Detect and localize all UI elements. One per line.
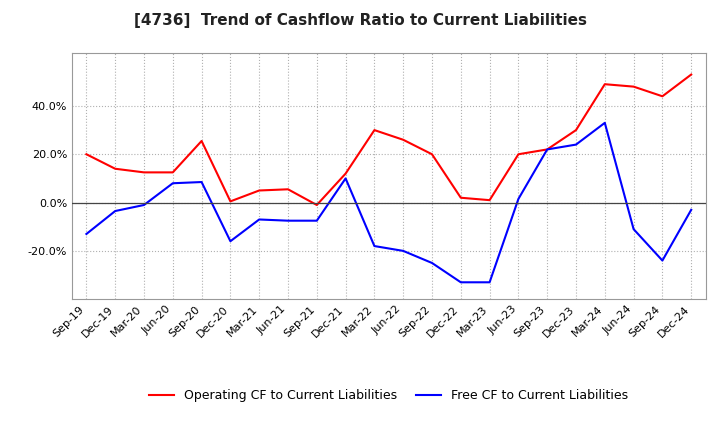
Operating CF to Current Liabilities [226, 199, 235, 204]
Operating CF to Current Liabilities [399, 137, 408, 143]
Operating CF to Current Liabilities [370, 128, 379, 133]
Operating CF to Current Liabilities [82, 152, 91, 157]
Free CF to Current Liabilities [140, 202, 148, 208]
Legend: Operating CF to Current Liabilities, Free CF to Current Liabilities: Operating CF to Current Liabilities, Fre… [144, 384, 634, 407]
Operating CF to Current Liabilities [514, 152, 523, 157]
Free CF to Current Liabilities [370, 243, 379, 249]
Free CF to Current Liabilities [600, 120, 609, 125]
Operating CF to Current Liabilities [629, 84, 638, 89]
Free CF to Current Liabilities [111, 209, 120, 214]
Free CF to Current Liabilities [82, 231, 91, 237]
Text: [4736]  Trend of Cashflow Ratio to Current Liabilities: [4736] Trend of Cashflow Ratio to Curren… [133, 13, 587, 28]
Operating CF to Current Liabilities [543, 147, 552, 152]
Operating CF to Current Liabilities [140, 170, 148, 175]
Operating CF to Current Liabilities [428, 152, 436, 157]
Free CF to Current Liabilities [514, 196, 523, 202]
Free CF to Current Liabilities [428, 260, 436, 266]
Operating CF to Current Liabilities [600, 81, 609, 87]
Free CF to Current Liabilities [168, 180, 177, 186]
Free CF to Current Liabilities [629, 227, 638, 232]
Operating CF to Current Liabilities [312, 202, 321, 208]
Operating CF to Current Liabilities [341, 171, 350, 176]
Operating CF to Current Liabilities [687, 72, 696, 77]
Free CF to Current Liabilities [197, 180, 206, 185]
Operating CF to Current Liabilities [572, 128, 580, 133]
Operating CF to Current Liabilities [255, 188, 264, 193]
Line: Free CF to Current Liabilities: Free CF to Current Liabilities [86, 123, 691, 282]
Operating CF to Current Liabilities [197, 138, 206, 143]
Operating CF to Current Liabilities [658, 94, 667, 99]
Free CF to Current Liabilities [226, 238, 235, 244]
Free CF to Current Liabilities [658, 258, 667, 263]
Free CF to Current Liabilities [456, 280, 465, 285]
Free CF to Current Liabilities [485, 280, 494, 285]
Line: Operating CF to Current Liabilities: Operating CF to Current Liabilities [86, 74, 691, 205]
Free CF to Current Liabilities [284, 218, 292, 224]
Operating CF to Current Liabilities [456, 195, 465, 200]
Free CF to Current Liabilities [572, 142, 580, 147]
Free CF to Current Liabilities [687, 207, 696, 213]
Free CF to Current Liabilities [543, 147, 552, 152]
Operating CF to Current Liabilities [168, 170, 177, 175]
Free CF to Current Liabilities [341, 176, 350, 181]
Operating CF to Current Liabilities [111, 166, 120, 172]
Free CF to Current Liabilities [399, 248, 408, 253]
Free CF to Current Liabilities [312, 218, 321, 224]
Operating CF to Current Liabilities [284, 187, 292, 192]
Free CF to Current Liabilities [255, 217, 264, 222]
Operating CF to Current Liabilities [485, 198, 494, 203]
